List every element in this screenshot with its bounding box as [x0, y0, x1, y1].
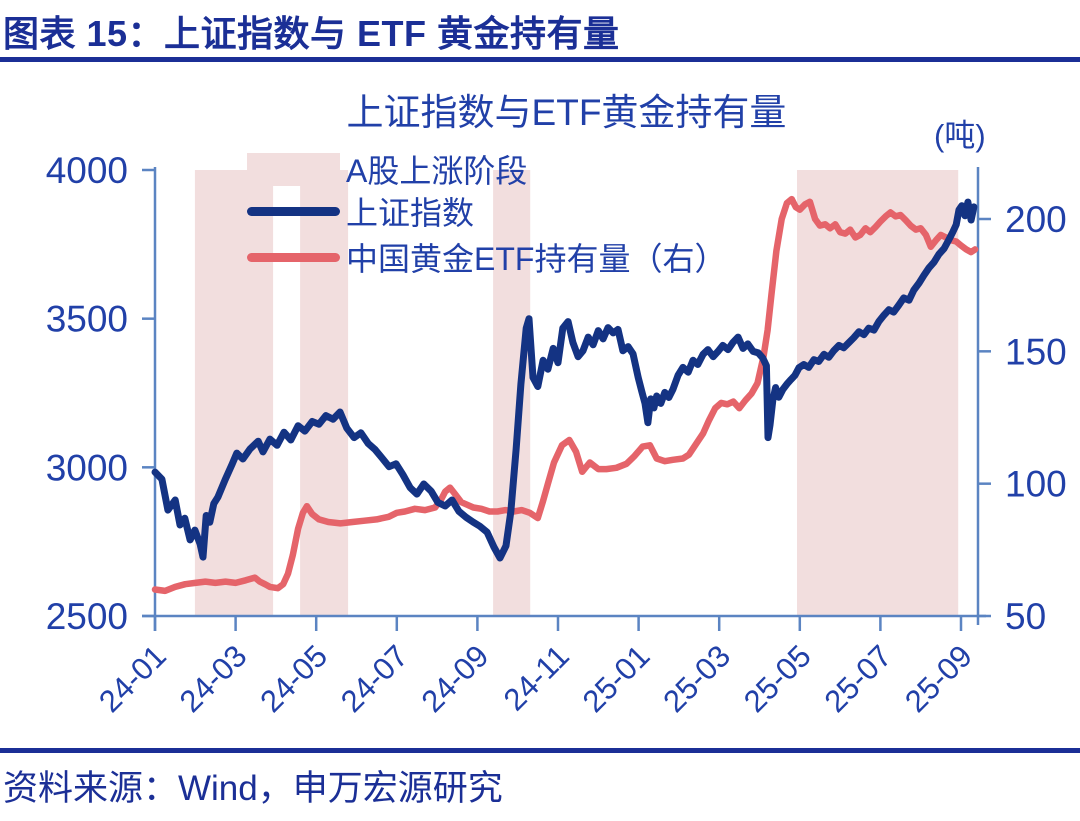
- x-tick-label: 25-07: [818, 638, 899, 719]
- y-tick-label-left: 4000: [46, 150, 128, 191]
- rally-band: [194, 170, 274, 616]
- legend-label-rally-band: A股上涨阶段: [346, 153, 528, 189]
- x-tick-label: 24-03: [173, 638, 254, 719]
- y-tick-label-right: 50: [1005, 596, 1046, 637]
- x-tick-label: 25-03: [656, 638, 737, 719]
- rally-band: [493, 170, 531, 616]
- x-tick-label: 24-01: [92, 638, 173, 719]
- x-tick-label: 25-01: [576, 638, 657, 719]
- blue-line-marker: [247, 206, 340, 216]
- chart-title: 上证指数与ETF黄金持有量: [346, 92, 787, 133]
- y-tick-label-right: 150: [1005, 331, 1067, 372]
- legend-item-sse-index: 上证指数: [247, 193, 726, 231]
- x-tick-label: 24-05: [253, 638, 334, 719]
- header-rule: [0, 57, 1080, 62]
- source-text: 资料来源：Wind，申万宏源研究: [3, 769, 503, 808]
- series-line-gold-etf: [151, 195, 979, 595]
- rally-band-swatch: [247, 152, 340, 186]
- footer-rule: [0, 748, 1080, 753]
- series-line-sse-index: [151, 198, 978, 562]
- rally-band: [797, 170, 959, 616]
- y-tick-label-left: 3000: [46, 447, 128, 488]
- red-line-marker: [247, 252, 340, 262]
- x-tick-label: 24-11: [497, 638, 576, 717]
- right-axis-unit-label: (吨): [934, 118, 986, 153]
- y-tick-label-left: 3500: [46, 299, 128, 340]
- figure-caption: 图表 15：上证指数与 ETF 黄金持有量: [3, 13, 620, 54]
- chart-legend: A股上涨阶段 上证指数 中国黄金ETF持有量（右）: [247, 151, 726, 277]
- legend-item-rally-band: A股上涨阶段: [247, 151, 726, 189]
- x-tick-label: 25-09: [898, 638, 979, 719]
- legend-label-sse-index: 上证指数: [346, 195, 475, 231]
- x-tick-label: 25-05: [737, 638, 818, 719]
- legend-item-gold-etf: 中国黄金ETF持有量（右）: [247, 239, 726, 277]
- y-tick-label-left: 2500: [46, 596, 128, 637]
- y-tick-label-right: 200: [1005, 199, 1067, 240]
- y-tick-label-right: 100: [1005, 464, 1067, 505]
- rally-band: [300, 170, 349, 616]
- x-tick-label: 24-09: [415, 638, 496, 719]
- legend-label-gold-etf: 中国黄金ETF持有量（右）: [346, 241, 727, 277]
- x-tick-label: 24-07: [334, 638, 415, 719]
